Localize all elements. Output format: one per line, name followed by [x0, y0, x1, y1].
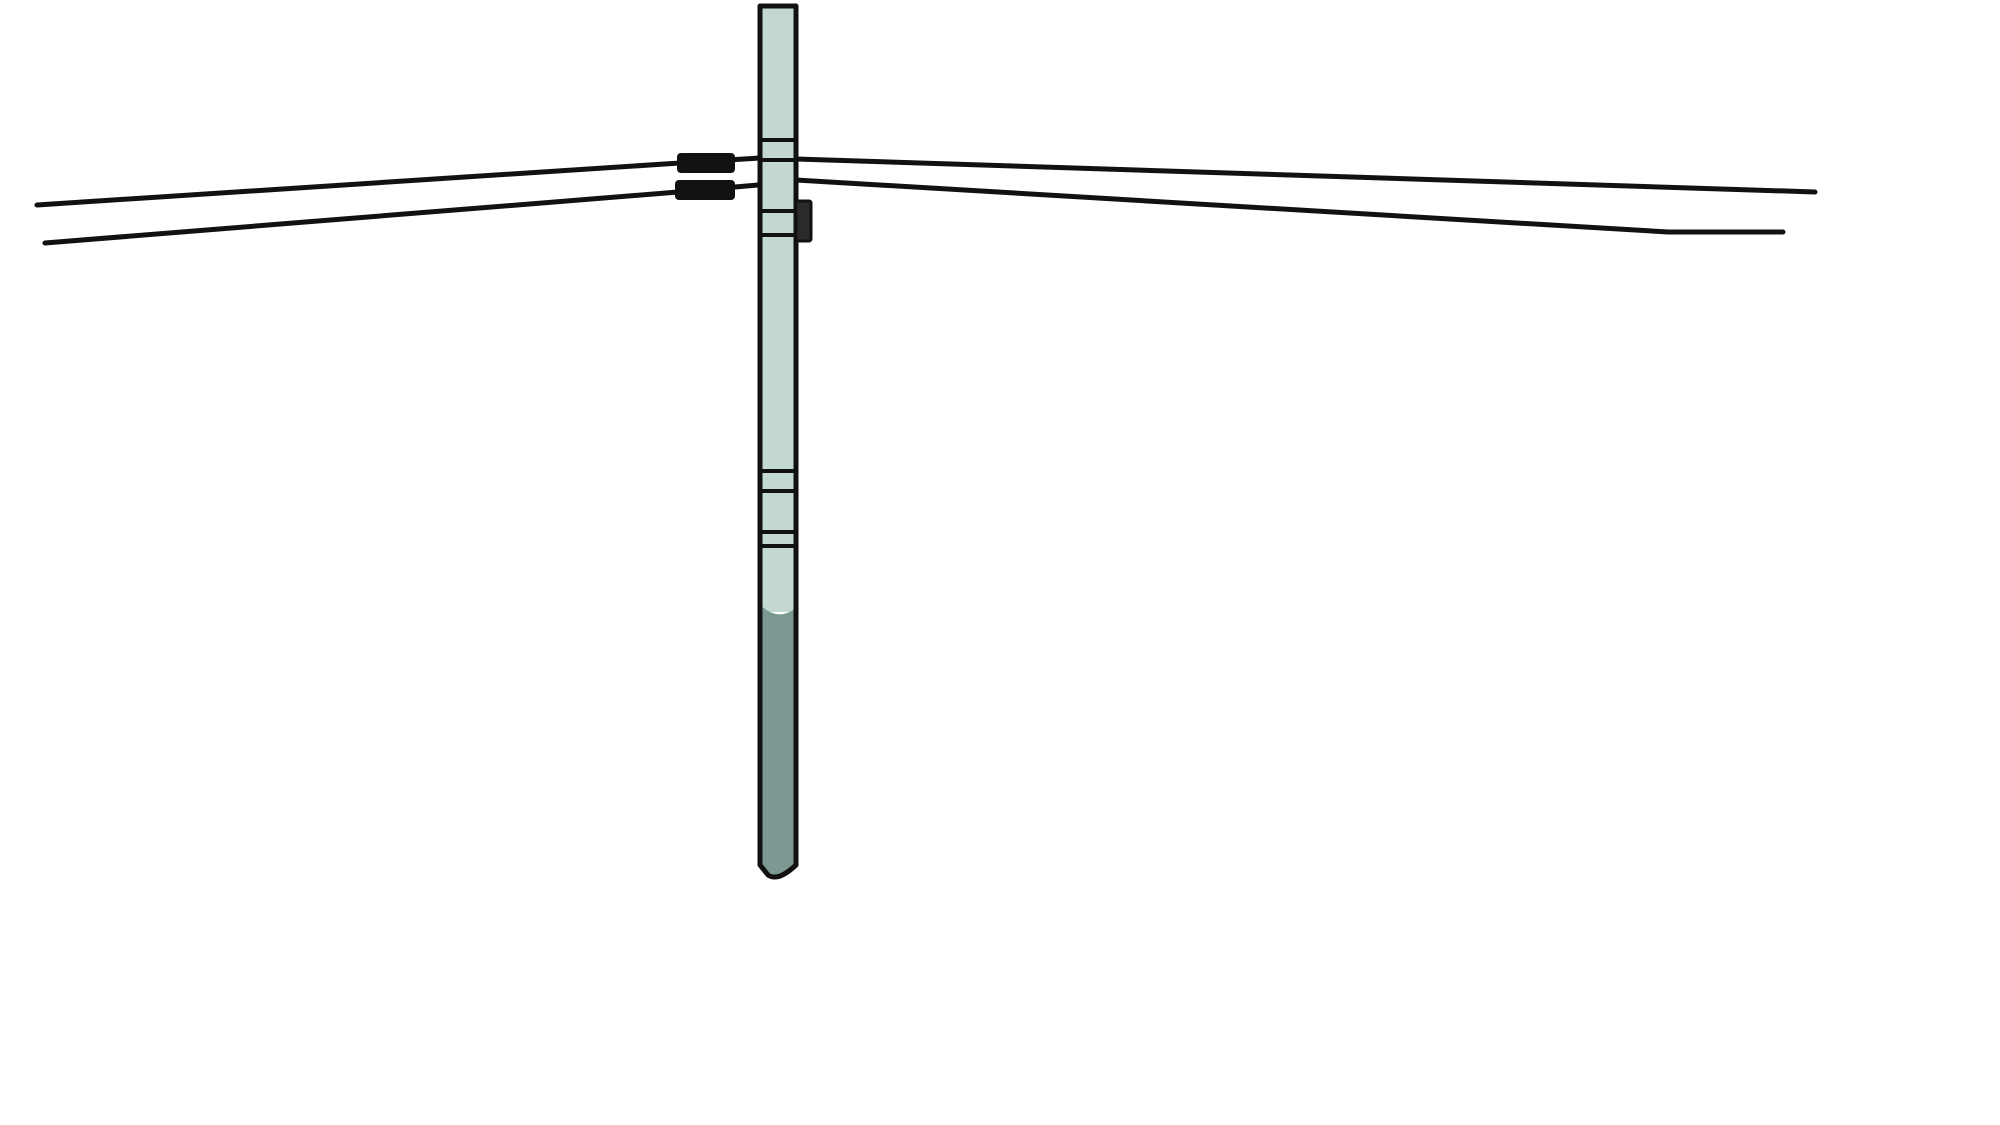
power-wires — [34, 155, 1818, 246]
pole-bands — [760, 138, 796, 548]
pole-side-bracket — [794, 199, 813, 243]
utility-pole — [757, 3, 813, 880]
pole-outline — [757, 3, 799, 880]
left-lower-wire — [42, 182, 761, 246]
insulators — [675, 153, 735, 200]
right-lower-wire — [793, 177, 1786, 235]
pole-lower-section — [760, 605, 796, 878]
left-upper-wire — [34, 155, 763, 208]
pole-upper-section — [760, 6, 796, 612]
lower-insulator — [675, 180, 735, 200]
right-upper-wire — [793, 156, 1818, 195]
upper-insulator — [677, 153, 735, 173]
